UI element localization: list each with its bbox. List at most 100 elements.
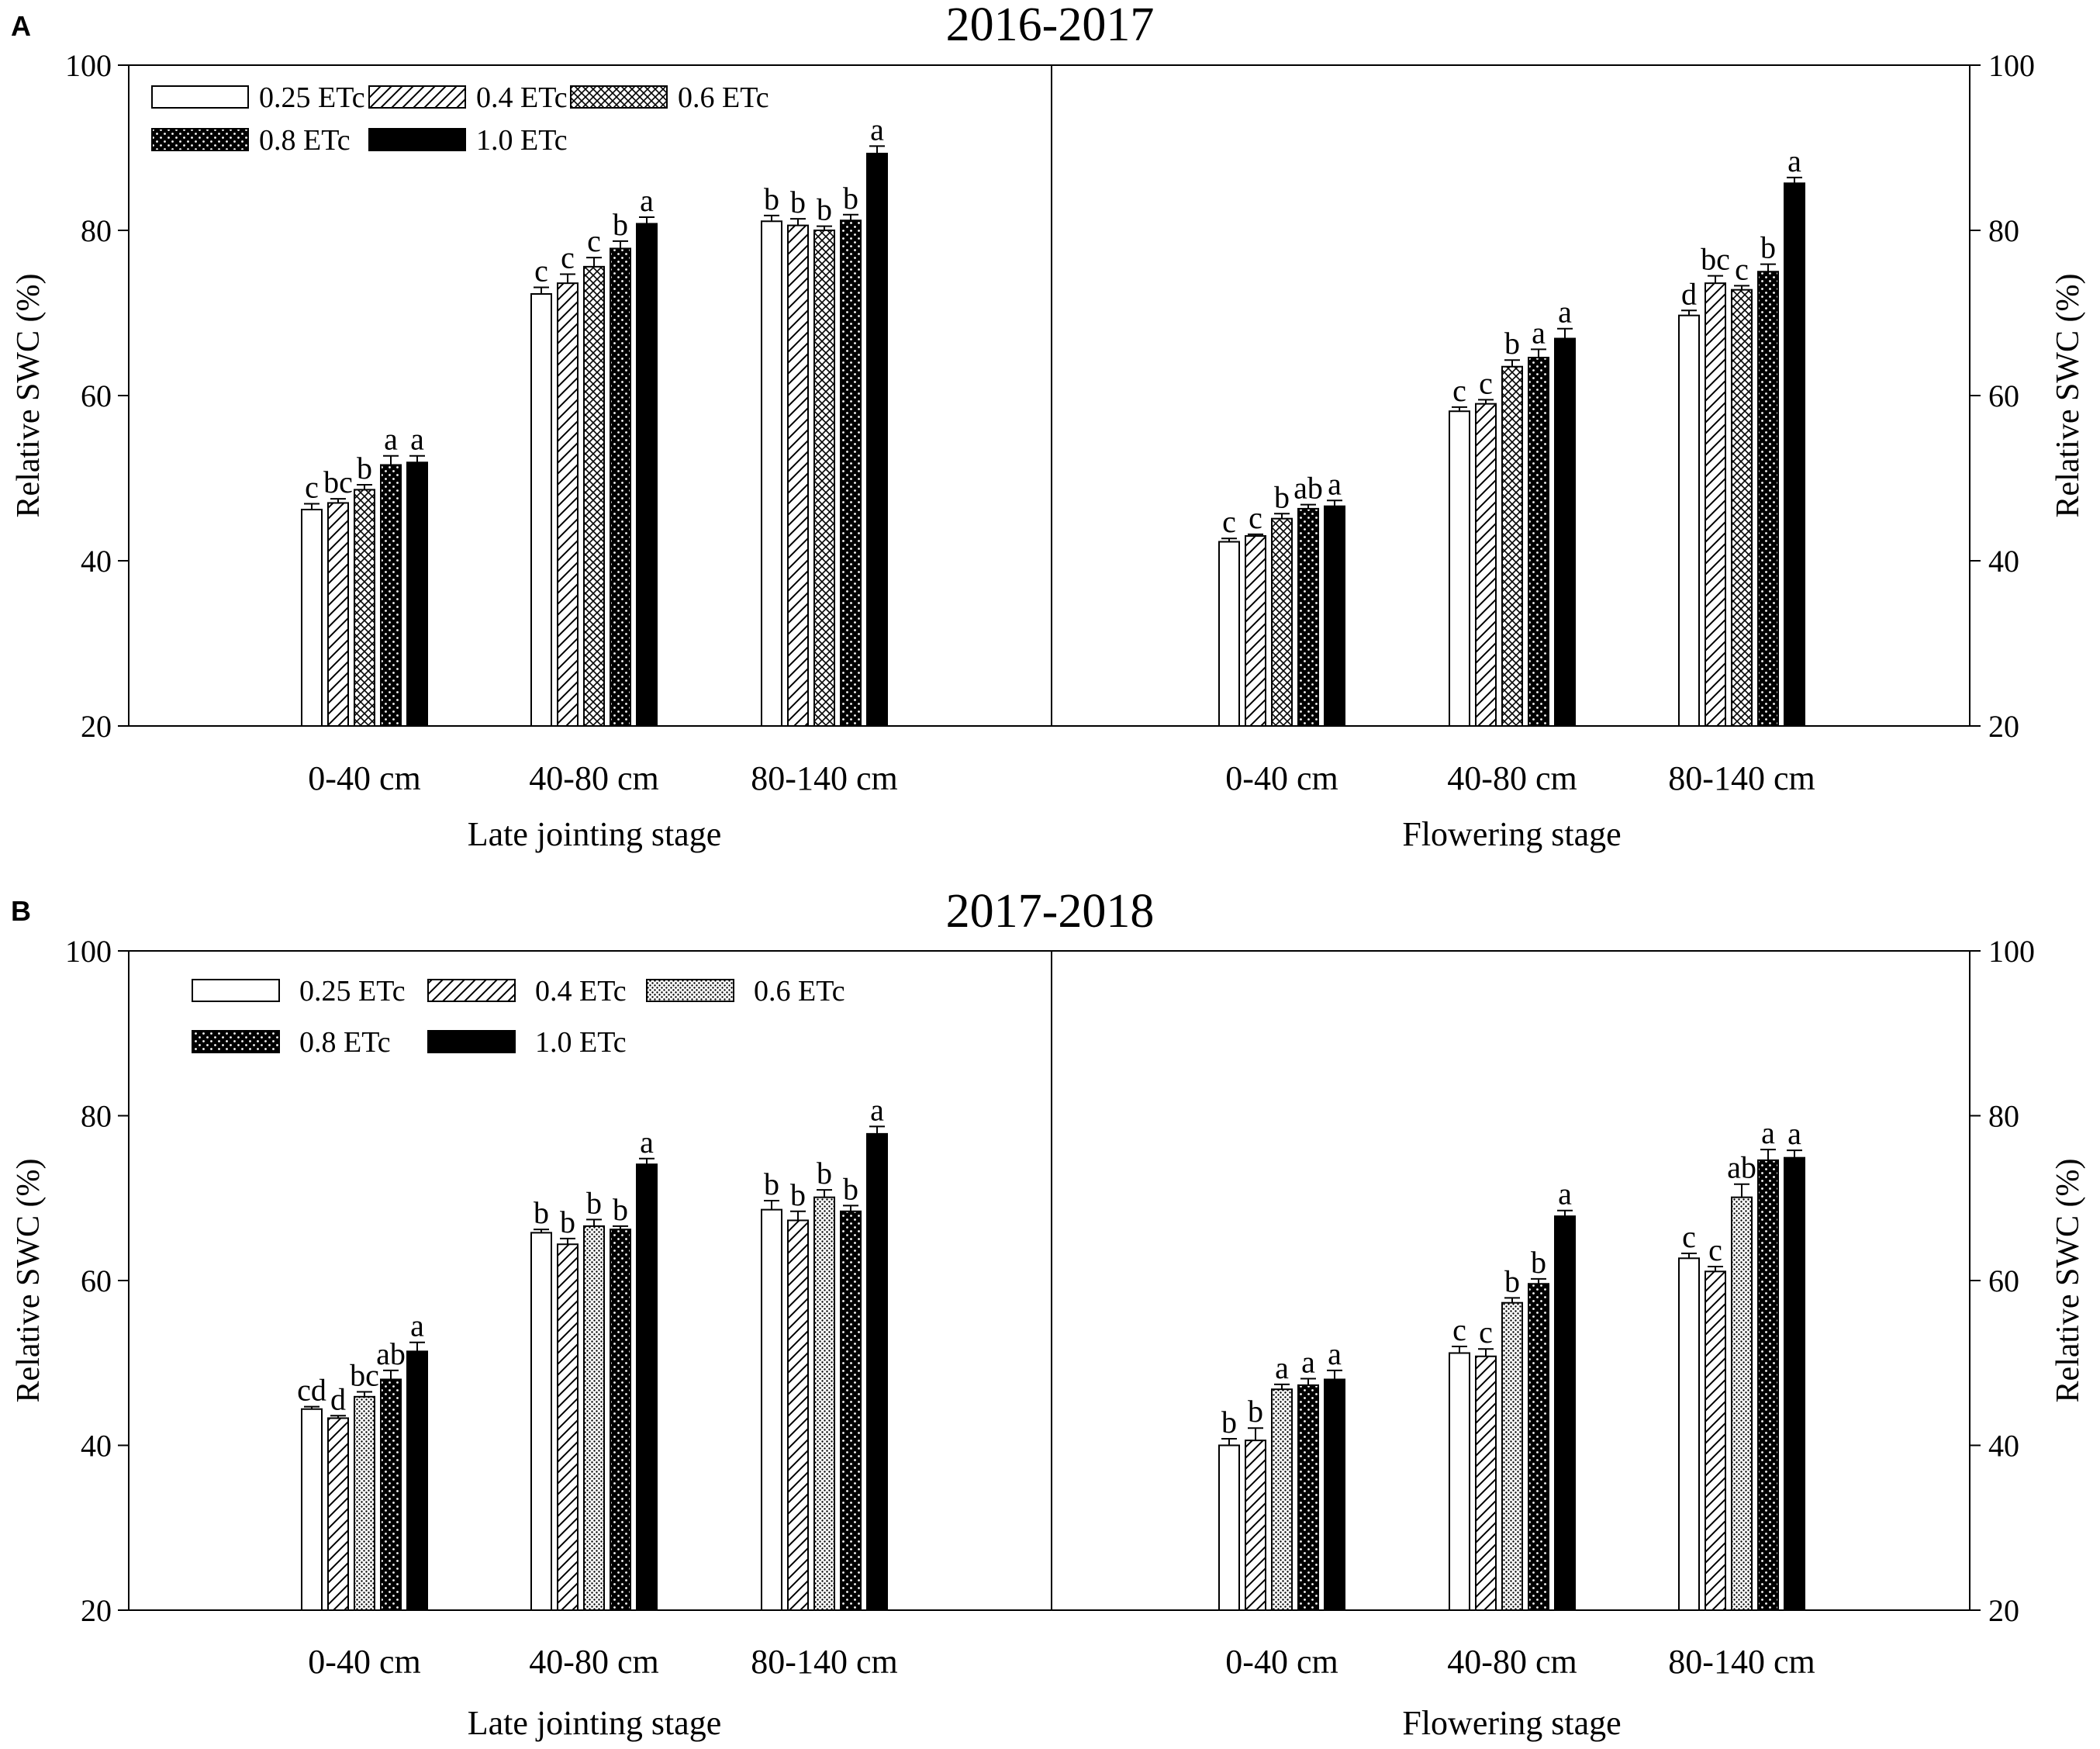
x-tick-label: 0-40 cm xyxy=(308,759,420,797)
bar xyxy=(327,502,349,727)
bar xyxy=(406,1350,428,1611)
significance-letter: c xyxy=(305,470,319,505)
y-tick-label-left: 40 xyxy=(81,1429,112,1464)
bar xyxy=(1218,1444,1240,1611)
significance-letter: b xyxy=(764,1167,779,1201)
legend-swatch xyxy=(368,128,466,151)
legend-label: 1.0 ETc xyxy=(476,124,568,157)
bar xyxy=(1271,517,1293,727)
legend-swatch xyxy=(427,1030,516,1053)
significance-letter: a xyxy=(1301,1344,1315,1379)
significance-letter: a xyxy=(1558,295,1572,330)
y-tick-label-right: 80 xyxy=(1988,1099,2019,1134)
x-tick-label: 40-80 cm xyxy=(1447,1643,1577,1681)
legend-swatch xyxy=(570,85,668,109)
bar xyxy=(636,223,658,728)
panel-title-b: 2017-2018 xyxy=(946,885,1155,938)
bar xyxy=(327,1417,349,1611)
panel-letter-a: A xyxy=(11,10,31,42)
significance-letter: b xyxy=(843,181,858,216)
y-tick-label-left: 80 xyxy=(81,1099,112,1134)
bar xyxy=(1324,505,1345,728)
significance-letter: c xyxy=(1735,251,1749,286)
bar xyxy=(583,265,605,727)
legend-swatch xyxy=(646,979,734,1002)
significance-letter: ab xyxy=(1727,1150,1756,1185)
bar xyxy=(813,230,835,727)
bar xyxy=(1528,1283,1549,1611)
bar xyxy=(840,219,862,728)
significance-letter: b xyxy=(357,451,372,486)
significance-letter: a xyxy=(1328,466,1342,501)
x-tick-label: 80-140 cm xyxy=(1668,759,1815,797)
bar xyxy=(1475,403,1497,728)
significance-letter: a xyxy=(640,183,654,218)
legend-label: 1.0 ETc xyxy=(535,1026,627,1059)
bar xyxy=(610,247,631,727)
significance-letter: a xyxy=(1787,143,1801,178)
significance-letter: b xyxy=(560,1205,575,1239)
bar xyxy=(787,224,809,727)
significance-letter: a xyxy=(640,1125,654,1160)
y-tick-label-left: 40 xyxy=(81,544,112,579)
y-tick-label-right: 80 xyxy=(1988,213,2019,248)
significance-letter: b xyxy=(790,1177,806,1212)
legend-label: 0.6 ETc xyxy=(678,81,769,114)
bar xyxy=(1475,1355,1497,1611)
significance-letter: cd xyxy=(297,1373,326,1408)
bar xyxy=(380,464,402,728)
significance-letter: bc xyxy=(323,465,353,499)
legend-swatch xyxy=(192,979,280,1002)
y-axis-label-left: Relative SWC (%) xyxy=(11,1159,47,1403)
bar xyxy=(557,282,579,728)
bar xyxy=(1705,1270,1726,1611)
y-tick-label-left: 100 xyxy=(65,48,112,83)
significance-letter: ab xyxy=(376,1336,406,1371)
x-tick-label: 40-80 cm xyxy=(529,759,658,797)
significance-letter: b xyxy=(843,1171,858,1206)
legend-label: 0.8 ETc xyxy=(299,1026,391,1059)
bar xyxy=(1501,365,1523,727)
significance-letter: b xyxy=(817,1156,832,1191)
x-tick-label: 40-80 cm xyxy=(1447,759,1577,797)
y-tick-label-left: 80 xyxy=(81,213,112,248)
significance-letter: a xyxy=(410,422,424,457)
significance-letter: a xyxy=(1761,1115,1775,1150)
significance-letter: c xyxy=(1222,504,1236,539)
bar xyxy=(380,1378,402,1611)
significance-letter: b xyxy=(534,1195,549,1230)
bar xyxy=(761,1208,782,1611)
significance-letter: a xyxy=(1787,1116,1801,1151)
significance-letter: a xyxy=(870,112,884,147)
bar xyxy=(1528,357,1549,727)
y-tick-label-right: 100 xyxy=(1988,48,2035,83)
bar xyxy=(866,152,888,727)
legend-label: 0.6 ETc xyxy=(754,975,845,1008)
y-axis-label-right: Relative SWC (%) xyxy=(2050,274,2086,518)
legend-label: 0.8 ETc xyxy=(259,124,351,157)
y-tick-label-left: 60 xyxy=(81,1263,112,1298)
bar xyxy=(1271,1388,1293,1611)
x-tick-label: 80-140 cm xyxy=(1668,1643,1815,1681)
bar xyxy=(406,461,428,727)
significance-letter: b xyxy=(764,181,779,216)
plot-area-b: 20 20 40 40 60 60 80 80 100 100 Relative SWC (%) Re… xyxy=(11,934,2086,1742)
panel-title-a: 2016-2017 xyxy=(946,0,1155,51)
bar xyxy=(1324,1378,1345,1611)
significance-letter: b xyxy=(1221,1405,1237,1440)
bar xyxy=(813,1196,835,1611)
stage-label: Late jointing stage xyxy=(468,1704,721,1742)
bar xyxy=(866,1132,888,1611)
y-tick-label-right: 100 xyxy=(1988,934,2035,969)
bar xyxy=(610,1229,631,1611)
bar xyxy=(636,1163,658,1611)
bar xyxy=(1784,182,1805,728)
significance-letter: c xyxy=(1479,1315,1493,1350)
bar xyxy=(530,293,552,727)
bar xyxy=(1297,507,1319,728)
plot-area-a: 20 20 40 40 60 60 80 80 100 100 Relative SWC (%) Re… xyxy=(11,48,2086,853)
significance-letter: b xyxy=(817,192,832,227)
bar xyxy=(1218,541,1240,727)
bar xyxy=(1449,410,1470,727)
